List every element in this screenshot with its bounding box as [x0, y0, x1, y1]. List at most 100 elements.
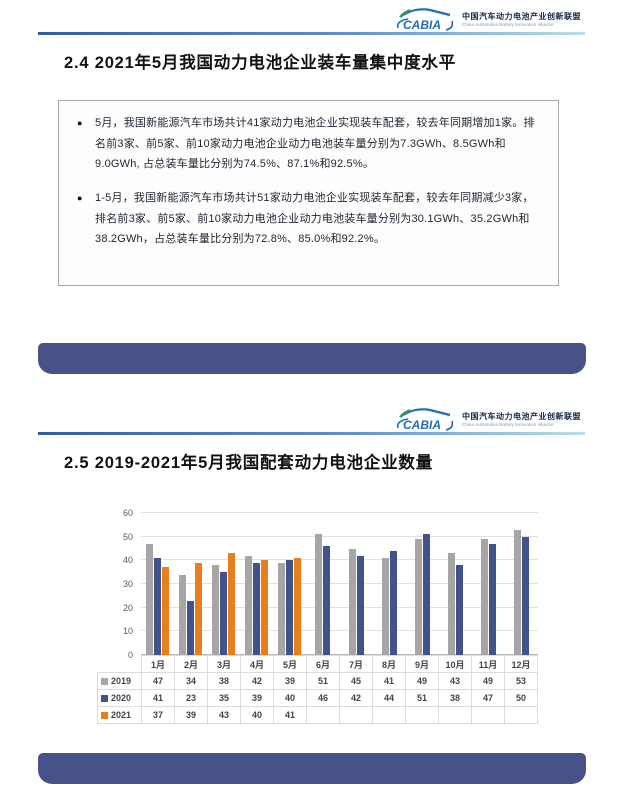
value-cell-2019-4月: 42 — [240, 672, 274, 690]
value-cell-2020-2月: 23 — [174, 689, 208, 707]
month-header: 10月 — [438, 655, 472, 673]
cabia-logo-icon: CABIA — [396, 8, 454, 32]
month-header: 12月 — [504, 655, 538, 673]
value-cell-2020-10月: 38 — [438, 689, 472, 707]
bar-2020-2月 — [187, 600, 195, 655]
legend-label: 2021 — [111, 710, 132, 720]
bullet-text-1: 5月，我国新能源汽车市场共计41家动力电池企业实现装车配套，较去年同期增加1家。… — [95, 117, 535, 171]
bar-2021-3月 — [228, 553, 236, 655]
gridline-60 — [141, 512, 538, 513]
chart-data-table: 1月 2月 3月 4月 5月 6月 7月 8月 9月 10月 11月 12月 2019 47 34 38 42 3… — [97, 655, 538, 724]
gridline-50 — [141, 535, 538, 537]
slide-2-5: CABIA 中国汽车动力电池产业创新联盟 China Automotive Ba… — [0, 400, 621, 800]
value-cell-2021-2月: 39 — [174, 706, 208, 724]
bar-2020-9月 — [422, 534, 430, 655]
bar-group-6月 — [306, 513, 339, 655]
gridline-0 — [141, 654, 538, 655]
bar-2019-12月 — [513, 529, 521, 655]
bar-group-7月 — [339, 513, 372, 655]
bar-2020-5月 — [286, 560, 294, 655]
bar-2019-11月 — [480, 539, 488, 655]
value-cell-2020-3月: 35 — [207, 689, 241, 707]
bar-group-2月 — [174, 513, 207, 655]
bar-2019-6月 — [315, 534, 323, 655]
bar-group-8月 — [373, 513, 406, 655]
legend-cell-2019: 2019 — [97, 672, 142, 690]
value-cell-2021-11月 — [471, 706, 505, 724]
bar-2019-2月 — [179, 574, 187, 655]
month-header: 11月 — [471, 655, 505, 673]
bar-group-9月 — [406, 513, 439, 655]
month-header: 8月 — [372, 655, 406, 673]
y-tick-label: 60 — [122, 508, 133, 518]
bar-2019-8月 — [381, 557, 389, 655]
gridline-10 — [141, 630, 538, 632]
month-header: 5月 — [273, 655, 307, 673]
bar-2021-2月 — [195, 562, 203, 655]
gridline-30 — [141, 583, 538, 584]
bar-group-10月 — [439, 513, 472, 655]
bar-group-3月 — [207, 513, 240, 655]
y-tick-label: 0 — [127, 650, 133, 660]
bar-2019-7月 — [348, 548, 356, 655]
month-header: 7月 — [339, 655, 373, 673]
bar-2019-3月 — [212, 565, 220, 655]
month-header: 9月 — [405, 655, 439, 673]
brand-name-en: China Automotive Battery Innovation Alli… — [462, 421, 554, 427]
table-row: 2020 41 23 35 39 40 46 42 44 51 38 47 50 — [97, 689, 538, 707]
legend-label: 2019 — [111, 676, 132, 686]
y-tick-label: 20 — [122, 602, 133, 613]
legend-swatch-icon — [101, 677, 108, 685]
value-cell-2019-1月: 47 — [141, 672, 175, 690]
month-header: 4月 — [240, 655, 274, 673]
value-cell-2019-3月: 38 — [207, 672, 241, 690]
plot-area — [141, 512, 538, 655]
cabia-logo-text: CABIA — [403, 418, 441, 432]
legend-label: 2020 — [111, 693, 132, 703]
bar-2020-3月 — [220, 572, 228, 655]
bar-2020-4月 — [253, 562, 261, 655]
value-cell-2021-1月: 37 — [141, 706, 175, 724]
bar-2019-4月 — [245, 555, 253, 655]
value-cell-2020-1月: 41 — [141, 689, 175, 707]
bar-group-5月 — [273, 513, 306, 655]
value-cell-2020-11月: 47 — [471, 689, 505, 707]
header-rule — [38, 32, 585, 35]
value-cell-2021-4月: 40 — [240, 706, 274, 724]
table-corner — [98, 656, 142, 673]
footer-band — [38, 343, 586, 374]
value-cell-2020-12月: 50 — [504, 689, 538, 707]
bar-2020-12月 — [521, 536, 529, 655]
bullet-marker-icon: ● — [77, 193, 83, 204]
value-cell-2019-7月: 45 — [339, 672, 373, 690]
bar-2020-11月 — [488, 543, 496, 655]
value-cell-2020-6月: 46 — [306, 689, 340, 707]
slide1-title: 2.4 2021年5月我国动力电池企业装车量集中度水平 — [64, 54, 457, 72]
battery-companies-chart: 0 10 20 30 40 50 60 1月 2月 3月 4月 5月 6月 7月 8月 9月 10月 11月 12… — [97, 508, 538, 724]
value-cell-2019-2月: 34 — [174, 672, 208, 690]
value-cell-2019-6月: 51 — [306, 672, 340, 690]
value-cell-2021-3月: 43 — [207, 706, 241, 724]
bar-2021-4月 — [261, 560, 269, 655]
slide2-title: 2.5 2019-2021年5月我国配套动力电池企业数量 — [64, 454, 434, 472]
value-cell-2019-10月: 43 — [438, 672, 472, 690]
month-header: 2月 — [174, 655, 208, 673]
brand-name-en: China Automotive Battery Innovation Alli… — [462, 21, 554, 27]
table-row: 2021 37 39 43 40 41 — [97, 706, 538, 724]
value-cell-2020-7月: 42 — [339, 689, 373, 707]
y-tick-label: 30 — [122, 579, 133, 589]
bar-2020-1月 — [154, 557, 162, 655]
legend-cell-2020: 2020 — [97, 689, 142, 707]
value-cell-2021-8月 — [372, 706, 406, 724]
brand-logo: CABIA 中国汽车动力电池产业创新联盟 China Automotive Ba… — [394, 6, 581, 33]
bar-2020-8月 — [389, 550, 397, 655]
month-header: 1月 — [141, 655, 175, 673]
bar-2019-5月 — [278, 562, 286, 655]
bullet-item: ● 1-5月，我国新能源汽车市场共计51家动力电池企业实现装车配套，较去年同期减… — [77, 188, 542, 250]
value-cell-2019-9月: 49 — [405, 672, 439, 690]
bar-2020-6月 — [323, 546, 331, 655]
value-cell-2021-5月: 41 — [273, 706, 307, 724]
bar-2021-1月 — [162, 567, 170, 655]
value-cell-2021-10月 — [438, 706, 472, 724]
bar-2019-1月 — [146, 543, 154, 655]
